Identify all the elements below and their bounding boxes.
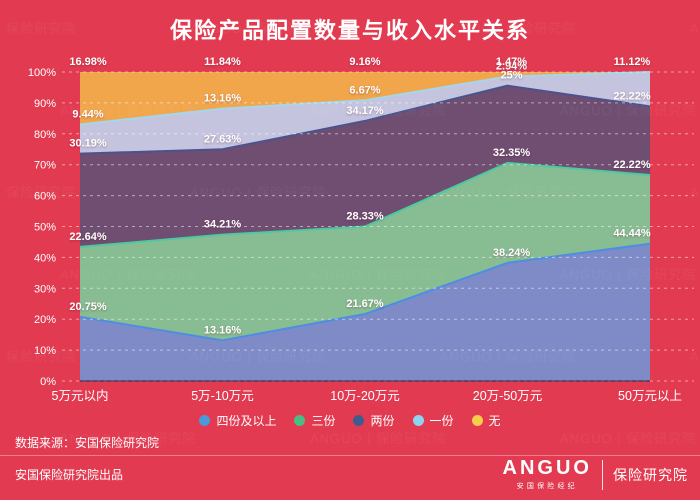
area-edge-2 <box>79 84 651 155</box>
value-label: 22.22% <box>613 90 651 102</box>
value-label: 13.16% <box>204 93 242 105</box>
y-tick-label: 50% <box>34 222 56 234</box>
legend-dot <box>199 415 211 426</box>
legend-dot <box>353 415 365 426</box>
legend-label: 一份 <box>429 414 454 428</box>
brand-name: ANGUO <box>502 457 592 479</box>
legend-item-1: 三份 <box>294 412 335 429</box>
area-band-0 <box>80 243 650 381</box>
value-label: 13.16% <box>204 324 242 336</box>
y-tick-label: 40% <box>34 252 56 264</box>
y-tick-label: 10% <box>34 345 56 357</box>
y-tick-label: 100% <box>28 67 56 79</box>
area-band-2 <box>80 85 650 247</box>
value-label: 27.63% <box>204 133 242 145</box>
y-tick-label: 0% <box>40 376 56 388</box>
value-label: 22.22% <box>613 159 651 171</box>
legend-dot <box>294 415 306 426</box>
value-label: 9.44% <box>72 108 103 120</box>
legend-label: 无 <box>488 414 501 428</box>
value-label: 11.84% <box>204 56 241 68</box>
x-axis-label: 50万元以上 <box>618 389 682 403</box>
area-edge-0 <box>79 242 651 342</box>
value-label: 34.17% <box>346 105 384 117</box>
brand-wordmark: ANGUO 安国保险经纪 <box>503 458 592 491</box>
legend-label: 两份 <box>370 414 395 428</box>
area-band-3 <box>80 72 650 154</box>
x-axis-label: 5万元以内 <box>52 389 109 403</box>
value-label: 34.21% <box>204 219 242 231</box>
area-band-4 <box>80 72 650 125</box>
value-label: 1.47% <box>496 56 527 68</box>
legend-dot <box>471 415 483 426</box>
value-label: 20.75% <box>69 301 107 313</box>
value-label: 30.19% <box>69 138 107 150</box>
value-label: 22.64% <box>69 231 107 243</box>
y-tick-label: 90% <box>34 98 56 110</box>
area-edge-3 <box>79 71 651 126</box>
value-label: 32.35% <box>493 147 531 159</box>
y-tick-label: 80% <box>34 129 56 141</box>
value-label: 9.16% <box>349 56 380 68</box>
brand-division: 保险研究院 <box>613 466 688 483</box>
legend-item-3: 一份 <box>412 412 454 429</box>
legend-item-4: 无 <box>471 412 501 429</box>
stacked-area-chart: 0% 10% 20% 30% 40% 50% 60% 70% 80% 90% 100% 5万元以内 5万… <box>28 56 694 403</box>
value-label: 6.67% <box>349 84 380 96</box>
legend-label: 三份 <box>311 414 336 428</box>
legend-label: 四份及以上 <box>216 414 277 428</box>
y-tick-label: 30% <box>34 283 56 295</box>
chart-legend: 四份及以上 三份 两份 一份 无 <box>0 412 700 429</box>
legend-dot <box>412 415 424 426</box>
brand-subtitle: 安国保险经纪 <box>516 483 578 490</box>
brand-divider <box>602 459 603 490</box>
value-label: 11.12% <box>614 56 651 68</box>
value-label: 38.24% <box>493 247 531 259</box>
y-tick-label: 60% <box>34 191 56 203</box>
watermark-text: ANGUO | 保险研究院 <box>310 431 447 446</box>
value-label: 2.94% <box>496 61 527 73</box>
legend-item-2: 两份 <box>353 412 395 429</box>
value-label: 16.98% <box>69 56 107 68</box>
legend-item-0: 四份及以上 <box>199 412 276 429</box>
chart-title: 保险产品配置数量与收入水平关系 <box>169 18 530 43</box>
value-label: 21.67% <box>346 298 384 310</box>
x-axis-label: 20万-50万元 <box>473 389 542 403</box>
value-label: 44.44% <box>613 228 651 240</box>
value-label: 25% <box>500 70 522 82</box>
y-tick-label: 20% <box>34 314 56 326</box>
value-label: 28.33% <box>346 211 384 223</box>
y-tick-label: 70% <box>34 160 56 172</box>
producer-note: 安国保险研究院出品 <box>15 468 124 482</box>
area-band-1 <box>80 162 650 341</box>
footer-divider <box>0 455 700 456</box>
x-axis-label: 5万-10万元 <box>191 389 254 403</box>
x-axis-label: 10万-20万元 <box>330 389 399 403</box>
brand-logo: ANGUO 安国保险经纪 保险研究院 <box>503 458 688 491</box>
data-source-note: 数据来源：安国保险研究院 <box>15 436 160 450</box>
watermark-text: ANGUO | 保险研究院 <box>560 431 697 446</box>
